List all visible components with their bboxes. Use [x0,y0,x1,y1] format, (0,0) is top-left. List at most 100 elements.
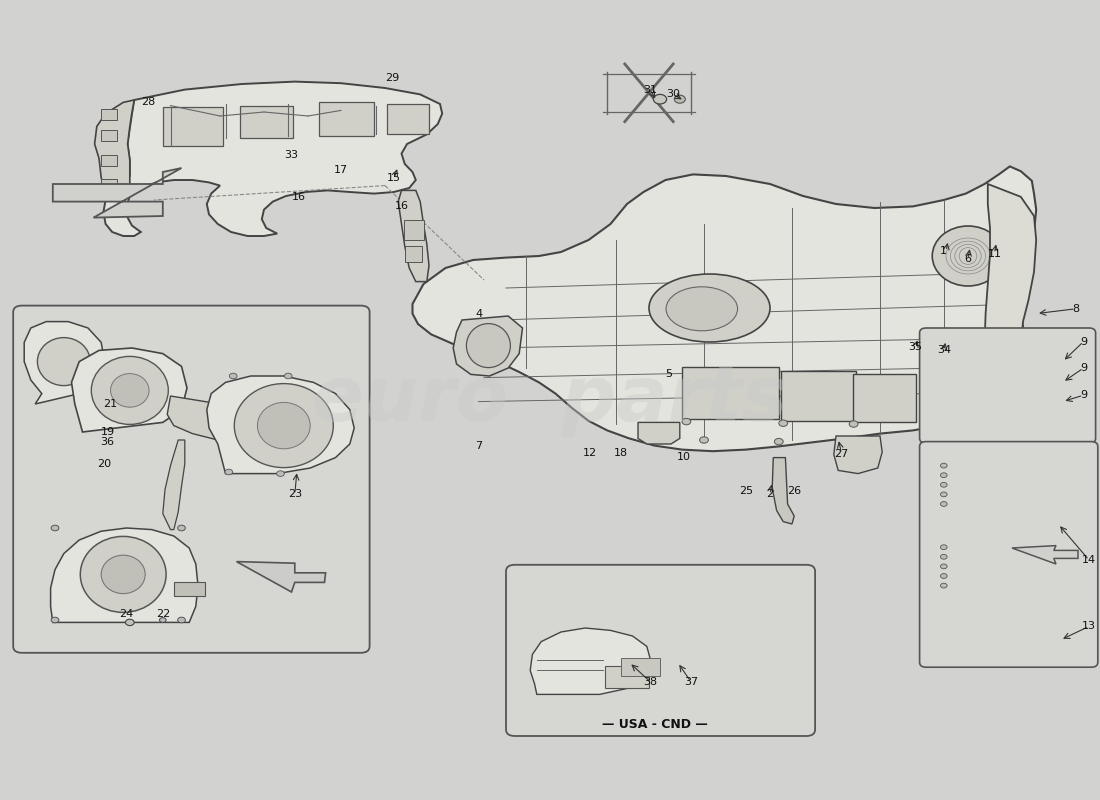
Bar [163,107,223,146]
Polygon shape [51,528,198,622]
Polygon shape [638,422,680,444]
Bar [174,582,205,596]
Text: 31: 31 [644,85,657,94]
Ellipse shape [940,463,947,468]
Bar [781,371,856,421]
Ellipse shape [91,357,168,424]
Text: 17: 17 [334,165,348,174]
Ellipse shape [653,94,667,104]
Polygon shape [103,82,442,236]
Ellipse shape [234,383,333,467]
Ellipse shape [224,469,232,475]
Text: 4: 4 [475,310,482,319]
Ellipse shape [940,583,947,588]
FancyBboxPatch shape [920,442,1098,667]
Ellipse shape [667,286,738,331]
Text: Gran Cabrio Sport: Gran Cabrio Sport [940,358,1003,364]
Text: 33: 33 [285,150,298,160]
Text: 6: 6 [965,254,971,264]
Ellipse shape [682,418,691,425]
Text: 1: 1 [940,246,947,256]
Ellipse shape [774,438,783,445]
Text: 18: 18 [614,448,627,458]
Bar [101,109,117,120]
Text: 5: 5 [666,370,672,379]
Ellipse shape [160,618,166,622]
Text: 9: 9 [1080,363,1087,373]
Ellipse shape [940,564,947,569]
Ellipse shape [178,525,185,531]
Text: 11: 11 [988,249,1001,258]
Bar [621,658,660,676]
Ellipse shape [178,618,185,622]
Text: 27: 27 [835,449,848,458]
Text: 9: 9 [1080,390,1087,400]
Polygon shape [412,166,1036,451]
Ellipse shape [940,482,947,487]
Bar [240,106,293,138]
Polygon shape [236,562,326,592]
Polygon shape [95,100,134,195]
Ellipse shape [51,618,59,622]
Bar [387,104,429,134]
Text: 36: 36 [100,438,113,447]
Bar [605,666,649,688]
Text: 34: 34 [937,346,950,355]
Text: 12: 12 [583,448,596,458]
Text: 25: 25 [739,486,752,496]
Ellipse shape [940,492,947,497]
Polygon shape [834,436,882,474]
Text: 26: 26 [788,486,801,496]
FancyBboxPatch shape [13,306,370,653]
Text: 14: 14 [1082,555,1096,565]
Text: Centenario: Centenario [940,383,979,389]
Bar [319,102,374,136]
Text: 35: 35 [909,342,922,352]
Bar [101,155,117,166]
Text: 21: 21 [103,399,117,409]
Ellipse shape [125,619,134,626]
Text: 13: 13 [1082,622,1096,631]
Text: 2: 2 [767,490,773,499]
Bar [101,179,117,190]
Ellipse shape [80,537,166,613]
Text: 22: 22 [156,610,169,619]
Ellipse shape [940,473,947,478]
Polygon shape [163,440,185,530]
Ellipse shape [284,373,293,379]
Ellipse shape [110,374,148,407]
Text: 16: 16 [395,202,408,211]
Ellipse shape [940,502,947,506]
Ellipse shape [674,95,685,103]
Ellipse shape [700,437,708,443]
Ellipse shape [466,323,510,368]
Polygon shape [167,396,273,442]
Polygon shape [984,184,1036,421]
Text: 8: 8 [1072,304,1079,314]
Text: 16: 16 [293,192,306,202]
Ellipse shape [257,402,310,449]
Polygon shape [530,628,651,694]
Ellipse shape [277,470,284,477]
Text: 10: 10 [678,452,691,462]
Ellipse shape [51,525,59,531]
Text: 19: 19 [101,427,114,437]
Ellipse shape [940,545,947,550]
Ellipse shape [779,420,788,426]
Text: 38: 38 [644,677,657,686]
Bar [944,614,1048,648]
Bar [682,367,779,419]
Bar [852,374,916,422]
FancyBboxPatch shape [506,565,815,736]
Polygon shape [772,458,794,524]
Bar [940,538,1031,592]
Polygon shape [53,168,182,218]
Ellipse shape [940,574,947,578]
Text: 29: 29 [386,74,399,83]
Text: 15: 15 [387,174,400,183]
Ellipse shape [37,338,90,386]
Text: 37: 37 [684,677,697,686]
Text: 24: 24 [120,610,133,619]
Polygon shape [24,322,105,404]
Polygon shape [453,316,522,376]
